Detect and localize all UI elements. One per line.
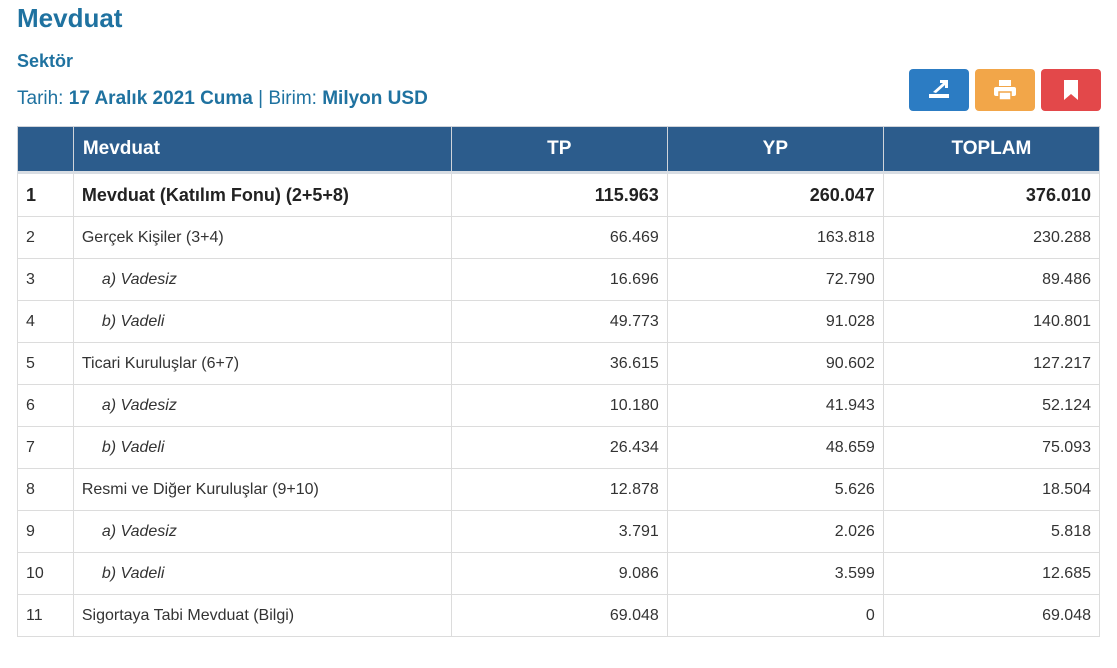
row-index: 1	[17, 172, 74, 217]
table-row: 8 Resmi ve Diğer Kuruluşlar (9+10) 12.87…	[17, 468, 1101, 511]
row-toplam: 5.818	[882, 510, 1101, 553]
row-label: Gerçek Kişiler (3+4)	[72, 216, 452, 259]
row-label: Ticari Kuruluşlar (6+7)	[72, 342, 452, 385]
row-yp: 260.047	[666, 172, 884, 217]
export-icon	[929, 80, 949, 98]
row-label-text: b) Vadeli	[101, 438, 165, 456]
page-subtitle: Sektör	[17, 51, 74, 71]
table-row: 6 a) Vadesiz 10.180 41.943 52.124	[17, 384, 1101, 427]
row-toplam: 75.093	[882, 426, 1101, 469]
row-yp: 5.626	[666, 468, 884, 511]
report-meta: Tarih: 17 Aralık 2021 Cuma | Birim: Mily…	[17, 88, 428, 110]
row-tp: 10.180	[450, 384, 668, 427]
row-label: b) Vadeli	[72, 552, 452, 595]
row-tp: 69.048	[450, 594, 668, 637]
row-toplam: 89.486	[882, 258, 1101, 301]
header-tp: TP	[450, 126, 668, 174]
row-label: b) Vadeli	[72, 300, 452, 343]
row-label-text: b) Vadeli	[101, 312, 165, 330]
row-toplam: 376.010	[882, 172, 1101, 217]
table-row: 5 Ticari Kuruluşlar (6+7) 36.615 90.602 …	[17, 342, 1101, 385]
table-row: 9 a) Vadesiz 3.791 2.026 5.818	[17, 510, 1101, 553]
row-toplam: 52.124	[882, 384, 1101, 427]
row-label: Resmi ve Diğer Kuruluşlar (9+10)	[72, 468, 452, 511]
row-label: a) Vadesiz	[72, 384, 452, 427]
meta-separator: |	[258, 88, 264, 109]
row-index: 2	[17, 216, 74, 259]
row-index: 6	[17, 384, 74, 427]
row-index: 11	[17, 594, 74, 637]
row-yp: 163.818	[666, 216, 884, 259]
table-row: 2 Gerçek Kişiler (3+4) 66.469 163.818 23…	[17, 216, 1101, 259]
row-index: 3	[17, 258, 74, 301]
unit-value: Milyon USD	[322, 88, 428, 109]
row-tp: 3.791	[450, 510, 668, 553]
bookmark-button[interactable]	[1041, 69, 1101, 111]
row-toplam: 69.048	[882, 594, 1101, 637]
row-yp: 3.599	[666, 552, 884, 595]
table-row: 4 b) Vadeli 49.773 91.028 140.801	[17, 300, 1101, 343]
printer-icon	[994, 80, 1016, 101]
row-index: 10	[17, 552, 74, 595]
page-title: Mevduat	[17, 3, 123, 33]
print-button[interactable]	[975, 69, 1035, 111]
row-index: 8	[17, 468, 74, 511]
row-tp: 9.086	[450, 552, 668, 595]
row-tp: 26.434	[450, 426, 668, 469]
row-yp: 41.943	[666, 384, 884, 427]
row-index: 7	[17, 426, 74, 469]
row-index: 5	[17, 342, 74, 385]
row-label-text: a) Vadesiz	[101, 522, 177, 540]
row-tp: 49.773	[450, 300, 668, 343]
row-tp: 66.469	[450, 216, 668, 259]
row-label: Sigortaya Tabi Mevduat (Bilgi)	[72, 594, 452, 637]
row-yp: 48.659	[666, 426, 884, 469]
row-label-text: a) Vadesiz	[101, 396, 177, 414]
unit-label: Birim:	[268, 88, 317, 109]
row-toplam: 230.288	[882, 216, 1101, 259]
header-toplam: TOPLAM	[882, 126, 1101, 174]
row-label: b) Vadeli	[72, 426, 452, 469]
export-button[interactable]	[909, 69, 969, 111]
toolbar	[909, 69, 1101, 111]
header-yp: YP	[666, 126, 884, 174]
table-header-row: Mevduat TP YP TOPLAM	[17, 126, 1101, 174]
deposit-table: Mevduat TP YP TOPLAM 1 Mevduat (Katılım …	[17, 126, 1101, 637]
bookmark-icon	[1064, 80, 1078, 100]
row-toplam: 12.685	[882, 552, 1101, 595]
date-value: 17 Aralık 2021 Cuma	[68, 88, 253, 109]
row-tp: 36.615	[450, 342, 668, 385]
row-index: 4	[17, 300, 74, 343]
row-toplam: 140.801	[882, 300, 1101, 343]
table-row: 11 Sigortaya Tabi Mevduat (Bilgi) 69.048…	[17, 594, 1101, 637]
table-row: 10 b) Vadeli 9.086 3.599 12.685	[17, 552, 1101, 595]
row-yp: 2.026	[666, 510, 884, 553]
row-yp: 90.602	[666, 342, 884, 385]
row-yp: 72.790	[666, 258, 884, 301]
row-yp: 91.028	[666, 300, 884, 343]
row-index: 9	[17, 510, 74, 553]
row-label: a) Vadesiz	[72, 510, 452, 553]
header-mevduat: Mevduat	[72, 126, 452, 174]
row-tp: 115.963	[450, 172, 668, 217]
table-row: 1 Mevduat (Katılım Fonu) (2+5+8) 115.963…	[17, 172, 1101, 217]
row-yp: 0	[666, 594, 884, 637]
row-label-text: a) Vadesiz	[101, 270, 177, 288]
table-row: 7 b) Vadeli 26.434 48.659 75.093	[17, 426, 1101, 469]
row-label-text: b) Vadeli	[101, 564, 165, 582]
row-label: Mevduat (Katılım Fonu) (2+5+8)	[72, 172, 452, 217]
row-toplam: 18.504	[882, 468, 1101, 511]
row-label: a) Vadesiz	[72, 258, 452, 301]
row-toplam: 127.217	[882, 342, 1101, 385]
row-tp: 12.878	[450, 468, 668, 511]
date-label: Tarih:	[17, 88, 64, 109]
row-tp: 16.696	[450, 258, 668, 301]
header-index	[17, 126, 74, 174]
table-row: 3 a) Vadesiz 16.696 72.790 89.486	[17, 258, 1101, 301]
